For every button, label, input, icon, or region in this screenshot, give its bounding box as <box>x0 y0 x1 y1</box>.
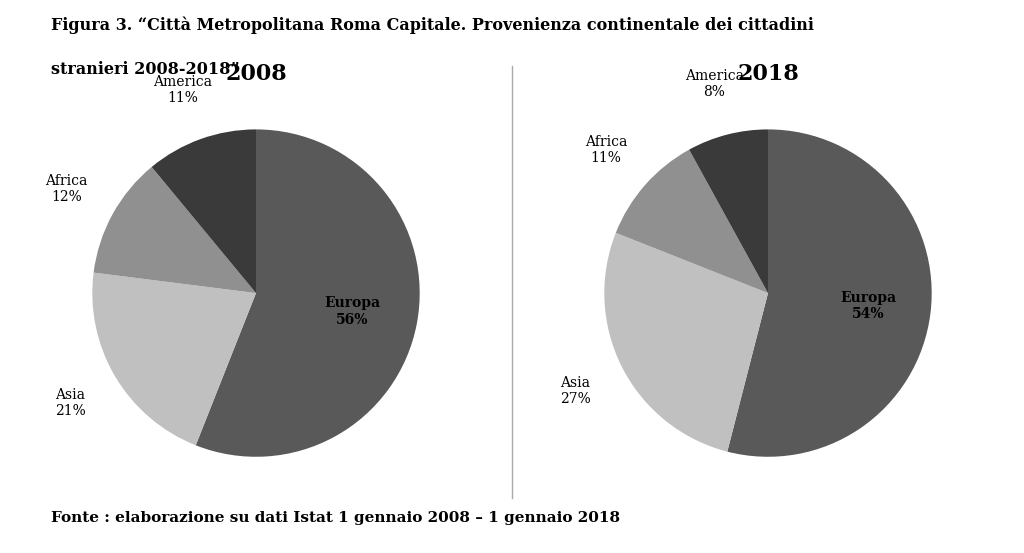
Text: Africa
12%: Africa 12% <box>45 174 88 204</box>
Wedge shape <box>689 129 768 293</box>
Text: Europa
56%: Europa 56% <box>325 296 381 327</box>
Wedge shape <box>727 129 932 457</box>
Wedge shape <box>604 233 768 452</box>
Text: Asia
21%: Asia 21% <box>54 388 85 418</box>
Text: America
11%: America 11% <box>154 75 212 105</box>
Wedge shape <box>615 150 768 293</box>
Wedge shape <box>93 167 256 293</box>
Wedge shape <box>196 129 420 457</box>
Wedge shape <box>152 129 256 293</box>
Text: Fonte : elaborazione su dati Istat 1 gennaio 2008 – 1 gennaio 2018: Fonte : elaborazione su dati Istat 1 gen… <box>51 512 621 525</box>
Text: Europa
54%: Europa 54% <box>841 291 897 321</box>
Text: America
8%: America 8% <box>685 69 743 99</box>
Title: 2018: 2018 <box>737 63 799 85</box>
Wedge shape <box>92 273 256 445</box>
Title: 2008: 2008 <box>225 63 287 85</box>
Text: stranieri 2008-2018”: stranieri 2008-2018” <box>51 61 240 78</box>
Text: Africa
11%: Africa 11% <box>585 135 627 165</box>
Text: Figura 3. “Città Metropolitana Roma Capitale. Provenienza continentale dei citta: Figura 3. “Città Metropolitana Roma Capi… <box>51 17 814 34</box>
Text: Asia
27%: Asia 27% <box>560 376 591 406</box>
